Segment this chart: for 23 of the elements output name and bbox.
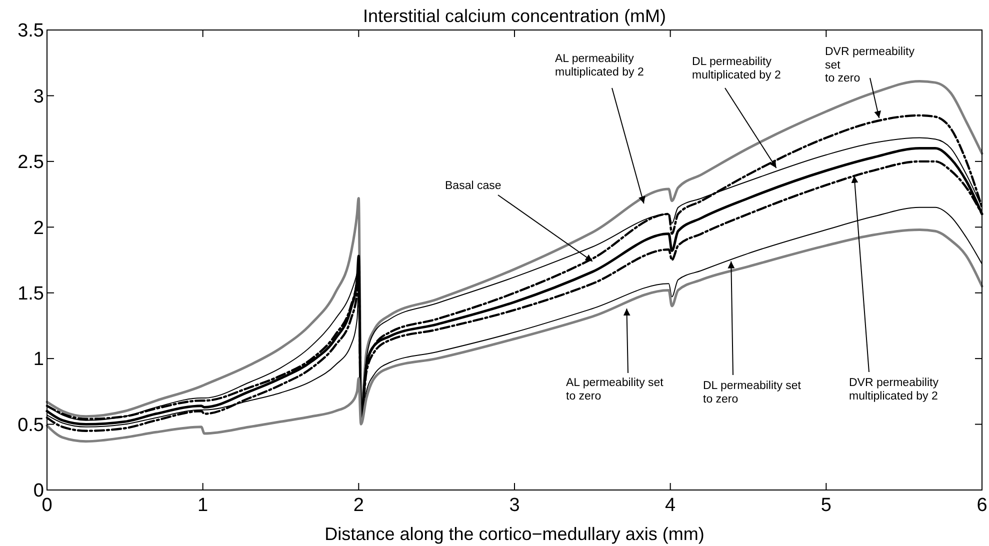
chart-title: Interstitial calcium concentration (mM) bbox=[362, 6, 666, 26]
x-tick-label: 1 bbox=[198, 495, 208, 516]
y-tick-label: 0 bbox=[33, 480, 44, 502]
y-tick-label: 2 bbox=[33, 218, 44, 239]
annotation: DL permeability set to zero bbox=[703, 380, 802, 406]
x-tick-label: 3 bbox=[509, 495, 520, 516]
y-tick-label: 1 bbox=[33, 349, 44, 370]
y-tick-label: 0.5 bbox=[18, 414, 44, 436]
annotation: DVR permeability set to zero bbox=[825, 46, 915, 85]
y-tick-label: 1.5 bbox=[18, 284, 44, 305]
x-tick-label: 2 bbox=[353, 495, 364, 516]
x-axis-title: Distance along the cortico−medullary axis (mm) bbox=[324, 524, 704, 544]
annotation: DL permeability multiplicated by 2 bbox=[692, 56, 781, 82]
y-tick-label: 3 bbox=[33, 86, 44, 108]
annotation: AL permeability multiplicated by 2 bbox=[555, 53, 644, 78]
annotation: Basal case bbox=[445, 180, 502, 192]
annotation: DVR permeability multiplicated by 2 bbox=[849, 377, 939, 402]
x-tick-label: 6 bbox=[976, 495, 988, 516]
x-tick-label: 5 bbox=[820, 495, 832, 516]
y-tick-label: 2.5 bbox=[18, 152, 44, 174]
y-tick-label: 3.5 bbox=[18, 20, 44, 42]
annotation: AL permeability set to zero bbox=[566, 377, 664, 402]
x-tick-label: 4 bbox=[665, 495, 676, 516]
